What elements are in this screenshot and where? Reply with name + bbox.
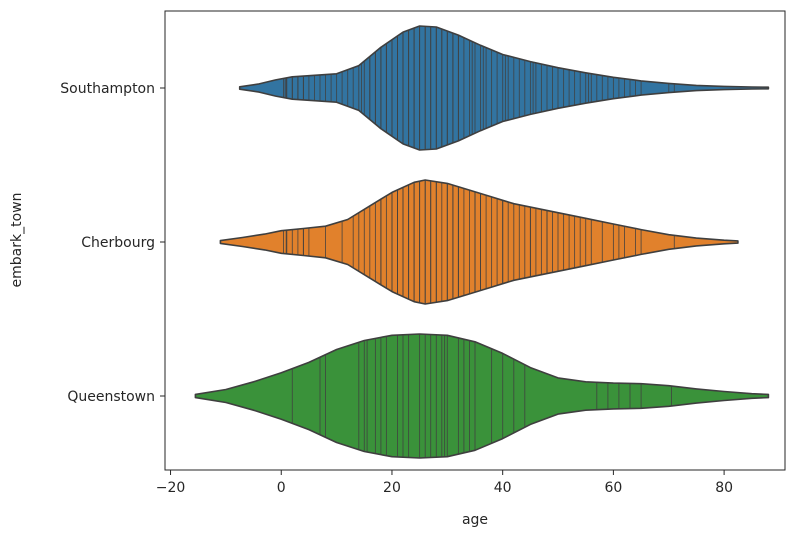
x-axis-label: age: [462, 512, 488, 528]
violin-queenstown: [194, 333, 770, 459]
violin-cherbourg: [219, 179, 739, 305]
x-tick-label: −20: [156, 480, 186, 496]
y-axis-label: embark_town: [9, 193, 25, 288]
violins-layer: [194, 25, 770, 459]
x-tick-label: 40: [494, 480, 512, 496]
y-axis: Southampton Cherbourg Queenstown: [60, 81, 165, 405]
violin-body-queenstown: [194, 333, 770, 459]
violin-southampton: [238, 25, 770, 151]
y-tick-label: Queenstown: [67, 389, 155, 405]
x-tick-label: 20: [383, 480, 401, 496]
x-tick-label: 80: [715, 480, 733, 496]
y-tick-label: Southampton: [60, 81, 155, 97]
x-tick-label: 60: [604, 480, 622, 496]
y-tick-label: Cherbourg: [81, 235, 155, 251]
x-tick-label: 0: [277, 480, 286, 496]
x-axis: −20 0 20 40 60 80: [156, 470, 733, 496]
plot-frame: [164, 10, 786, 471]
